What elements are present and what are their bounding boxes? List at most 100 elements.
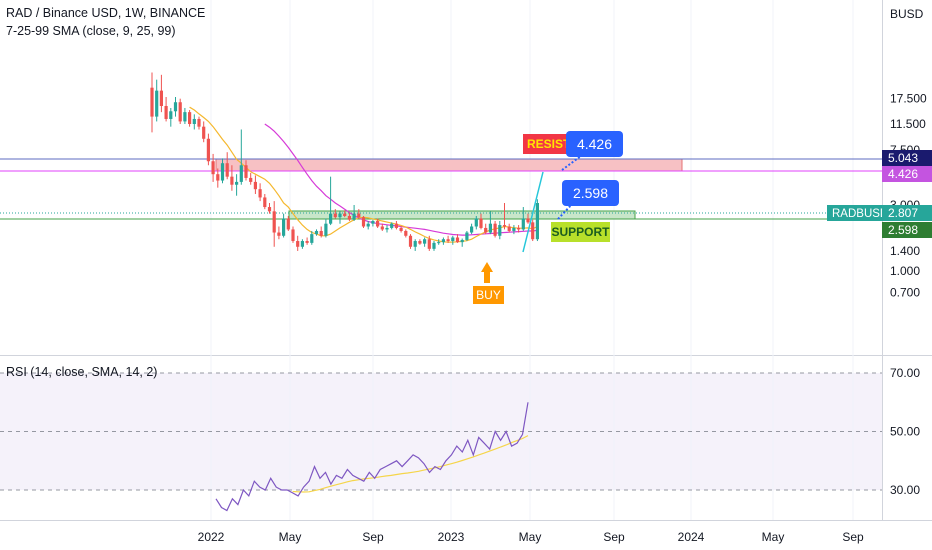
- candle-body: [408, 235, 413, 247]
- candle-body: [305, 241, 309, 243]
- candle-body: [343, 213, 347, 216]
- candle-body: [380, 226, 384, 230]
- candle-body: [361, 217, 366, 227]
- candle-body: [470, 226, 474, 233]
- symbol-legend[interactable]: RAD / Binance USD, 1W, BINANCE: [6, 6, 206, 20]
- resistance-badge: [882, 166, 932, 182]
- last-price-value: 2.807: [888, 206, 918, 220]
- time-tick-label: May: [519, 530, 542, 544]
- candle-body: [324, 223, 328, 236]
- candle-body: [333, 213, 337, 218]
- candle-body: [479, 218, 483, 228]
- rsi-axis[interactable]: 70.00 50.00 30.00: [890, 366, 920, 497]
- candle-body: [263, 197, 267, 208]
- rsi-sma-line: [292, 435, 529, 493]
- candle-body: [512, 227, 516, 231]
- resistance-zone[interactable]: [215, 158, 683, 172]
- candle-body: [460, 239, 464, 243]
- candle-body: [521, 218, 525, 230]
- candle-body: [502, 225, 507, 227]
- support-label-badge[interactable]: [551, 222, 610, 242]
- candle-body: [376, 221, 380, 227]
- resistance-callout-value: 4.426: [577, 136, 612, 152]
- price-axis[interactable]: 17.50011.5007.5003.0002.0001.4001.0000.7…: [890, 92, 927, 300]
- rsi-legend[interactable]: RSI (14, close, SMA, 14, 2): [6, 365, 158, 379]
- candle-body: [220, 163, 225, 181]
- candle-body: [258, 189, 262, 198]
- candle-body: [230, 176, 234, 185]
- last-price-badge: [882, 205, 932, 221]
- time-tick-label: 2023: [438, 530, 465, 544]
- support-value: 2.598: [888, 223, 918, 237]
- candle-body: [206, 138, 210, 162]
- candle-body: [188, 112, 192, 124]
- candle-body: [338, 213, 342, 218]
- buy-label: BUY: [476, 288, 501, 302]
- candle-body: [404, 230, 408, 236]
- time-tick-label: May: [762, 530, 785, 544]
- candle-body: [423, 239, 427, 244]
- candle-body: [427, 239, 431, 249]
- rsi-sma-series: [292, 435, 529, 493]
- candle-body: [173, 102, 178, 112]
- candle-body: [178, 102, 182, 122]
- resistance-callout[interactable]: [566, 131, 623, 157]
- rsi-tick-label: 70.00: [890, 366, 920, 380]
- candle-body: [413, 241, 417, 247]
- candle-body: [347, 215, 351, 220]
- candle-body: [296, 241, 300, 247]
- rsi-guides: [0, 372, 882, 491]
- candle-body: [225, 163, 229, 177]
- candle-body: [239, 165, 243, 182]
- time-tick-label: Sep: [842, 530, 864, 544]
- support-callout[interactable]: [562, 180, 619, 206]
- currency-label: BUSD: [890, 7, 924, 21]
- upper-line-badge: [882, 150, 932, 166]
- time-tick-label: 2022: [198, 530, 225, 544]
- candle-body: [455, 237, 460, 243]
- candle-body: [390, 223, 394, 228]
- resistance-value: 4.426: [888, 167, 918, 181]
- candle-body: [314, 230, 319, 235]
- candles: [150, 72, 539, 251]
- price-tick-label: 17.500: [890, 92, 927, 106]
- candle-body: [432, 242, 436, 249]
- time-tick-label: Sep: [362, 530, 384, 544]
- rsi-line: [215, 402, 529, 512]
- candle-body: [451, 237, 455, 242]
- projection-line[interactable]: [522, 171, 544, 253]
- candle-body: [235, 181, 239, 185]
- candle-body: [164, 105, 168, 119]
- time-axis[interactable]: 2022 May Sep 2023 May Sep 2024 May Sep: [198, 530, 864, 544]
- candle-body: [216, 174, 220, 181]
- rsi-tick-label: 50.00: [890, 425, 920, 439]
- candle-body: [272, 211, 276, 233]
- buy-arrow-icon[interactable]: [481, 262, 493, 283]
- candle-body: [531, 222, 535, 240]
- price-tick-label: 1.000: [890, 264, 920, 278]
- support-callout-value: 2.598: [573, 185, 608, 201]
- candle-body: [517, 227, 521, 230]
- resistance-label-badge[interactable]: [523, 134, 573, 154]
- candle-body: [371, 221, 375, 224]
- candle-body: [366, 223, 370, 227]
- price-tick-label: 11.500: [890, 117, 926, 131]
- sma-legend[interactable]: 7-25-99 SMA (close, 9, 25, 99): [6, 24, 176, 38]
- buy-badge[interactable]: [473, 286, 504, 304]
- price-tick-label: 0.700: [890, 286, 920, 300]
- price-pane[interactable]: [0, 0, 882, 355]
- candle-body: [488, 223, 492, 233]
- candle-body: [437, 242, 441, 244]
- candle-body: [192, 118, 196, 124]
- time-tick-label: May: [279, 530, 302, 544]
- candle-body: [484, 227, 488, 233]
- candle-body: [493, 223, 497, 236]
- candle-body: [244, 165, 248, 178]
- candle-body: [150, 87, 154, 117]
- candle-body: [159, 90, 163, 106]
- price-tick-label: 1.400: [890, 244, 920, 258]
- upper-line-value: 5.043: [888, 151, 918, 165]
- candle-body: [385, 227, 389, 230]
- candle-body: [253, 181, 257, 190]
